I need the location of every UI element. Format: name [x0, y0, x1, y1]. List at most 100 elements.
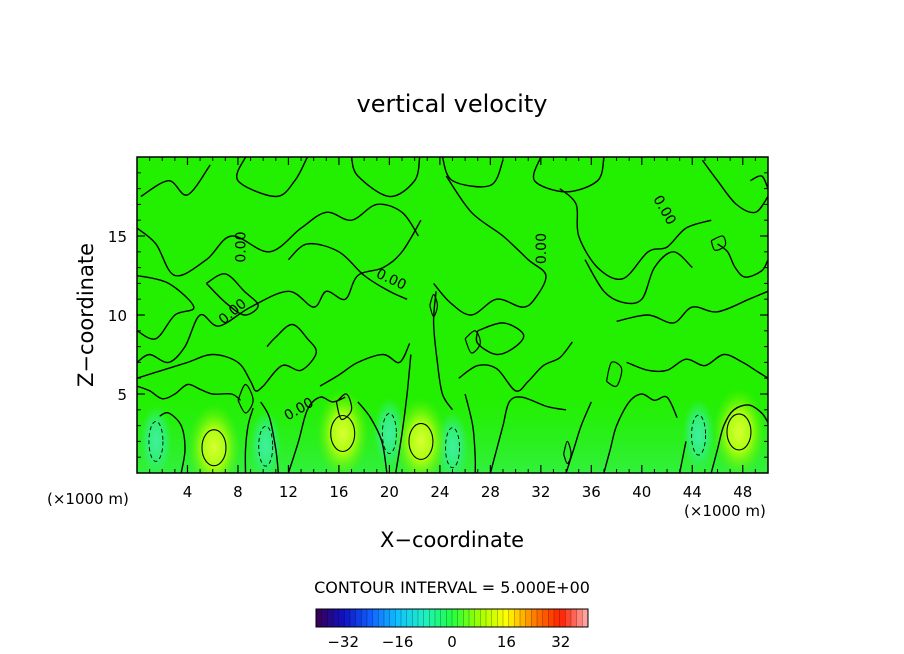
y-tick-label-0: 5 — [117, 386, 127, 404]
zero-contour-25 — [287, 396, 346, 473]
zero-contour-5 — [137, 203, 419, 277]
colorbar-segment-18 — [418, 609, 424, 627]
updraft-core-2 — [394, 397, 447, 473]
closed-contour-0 — [237, 383, 254, 414]
contour-interval-text: CONTOUR INTERVAL = 5.000E+00 — [314, 578, 590, 597]
x-axis-ticks: 4 8 12 16 20 24 28 32 36 40 44 48 — [149, 157, 756, 501]
colorbar-tick-label-4: 32 — [551, 633, 570, 651]
colorbar — [315, 609, 589, 627]
x-tick-label-11: 48 — [733, 483, 752, 501]
colorbar-segment-5 — [344, 609, 351, 627]
y-tick-label-2: 15 — [108, 228, 127, 246]
zero-contour-28 — [464, 393, 477, 473]
downdraft-core-1 — [249, 410, 282, 473]
updraft-contour-1 — [330, 414, 356, 453]
colorbar-segment-13 — [389, 609, 396, 627]
x-axis-label: X−coordinate — [380, 528, 524, 552]
colorbar-segment-16 — [406, 609, 413, 627]
zero-contour-34 — [159, 411, 186, 473]
zero-contour-7 — [137, 219, 422, 364]
colorbar-tick-label-0: −32 — [327, 633, 359, 651]
x-tick-label-1: 8 — [233, 483, 243, 501]
closed-contour-1 — [335, 393, 353, 421]
x-tick-label-6: 28 — [481, 483, 500, 501]
chart-title: vertical velocity — [357, 90, 548, 118]
updraft-contour-2 — [408, 422, 434, 460]
zero-contour-3 — [441, 157, 504, 188]
colorbar-segment-35 — [514, 609, 521, 627]
zero-contour-22 — [626, 353, 768, 379]
colorbar-segment-21 — [435, 609, 441, 627]
colorbar-segment-10 — [372, 609, 379, 627]
colorbar-segment-33 — [503, 609, 509, 627]
closed-contour-6 — [563, 440, 572, 465]
colorbar-segment-29 — [480, 609, 487, 627]
zero-contour-17 — [749, 175, 768, 189]
velocity-cores — [139, 387, 765, 473]
zero-contour-15 — [701, 159, 768, 214]
colorbar-tick-label-2: 0 — [447, 633, 457, 651]
zero-contour-23 — [137, 383, 241, 401]
zero-contour-29 — [489, 396, 567, 473]
downdraft-core-0 — [139, 405, 172, 473]
downdraft-core-4 — [682, 399, 715, 472]
closed-contour-4 — [710, 235, 727, 251]
zero-contour-35 — [244, 408, 254, 473]
colorbar-segment-37 — [525, 609, 532, 627]
x-tick-label-10: 44 — [683, 483, 702, 501]
colorbar-segment-17 — [412, 609, 419, 627]
colorbar-ticks: −32 −16 0 16 32 — [327, 633, 570, 651]
colorbar-segment-45 — [571, 609, 577, 627]
colorbar-segment-39 — [537, 609, 543, 627]
colorbar-segment-3 — [333, 609, 339, 627]
colorbar-segment-15 — [401, 609, 407, 627]
updraft-contour-3 — [726, 413, 752, 451]
x-unit-right: (×1000 m) — [684, 502, 766, 520]
contour-label-0: 0.00 — [234, 232, 250, 263]
colorbar-segment-2 — [327, 609, 334, 627]
zero-contour-33 — [710, 404, 768, 473]
downdraft-contour-1 — [258, 425, 274, 467]
zero-contour-20 — [432, 291, 454, 411]
updraft-core-3 — [712, 387, 765, 473]
colorbar-segment-12 — [384, 609, 390, 627]
y-axis-ticks: 5 10 15 — [108, 172, 768, 458]
colorbar-segment-6 — [350, 609, 356, 627]
colorbar-segment-47 — [582, 609, 589, 627]
zero-contour-0 — [140, 164, 211, 198]
zero-contour-14 — [616, 290, 768, 324]
x-tick-label-3: 16 — [329, 483, 348, 501]
colorbar-segment-25 — [457, 609, 464, 627]
colorbar-segment-28 — [474, 609, 481, 627]
colorbar-segment-14 — [395, 609, 402, 627]
colorbar-segment-9 — [367, 609, 373, 627]
x-tick-label-9: 40 — [632, 483, 651, 501]
colorbar-segment-44 — [565, 609, 572, 627]
colorbar-segment-34 — [508, 609, 515, 627]
downdraft-contour-4 — [691, 414, 707, 456]
colorbar-segment-4 — [338, 609, 345, 627]
colorbar-segment-22 — [440, 609, 447, 627]
closed-contour-5 — [429, 293, 439, 318]
x-tick-label-2: 12 — [279, 483, 298, 501]
closed-contour-3 — [464, 330, 481, 354]
zero-contour-31 — [603, 393, 678, 473]
colorbar-segment-23 — [446, 609, 453, 627]
closed-contour-2 — [605, 361, 623, 388]
updraft-contour-0 — [201, 429, 227, 467]
zero-contour-8 — [205, 273, 259, 316]
colorbar-segment-31 — [491, 609, 498, 627]
zero-contour-4 — [532, 157, 605, 193]
zero-contour-2 — [350, 157, 421, 198]
colorbar-segment-43 — [559, 609, 566, 627]
colorbar-segment-8 — [361, 609, 368, 627]
x-unit-left: (×1000 m) — [47, 490, 129, 508]
colorbar-segment-1 — [321, 609, 328, 627]
colorbar-segment-36 — [520, 609, 526, 627]
zero-contour-10 — [433, 175, 547, 316]
x-tick-label-7: 32 — [531, 483, 550, 501]
colorbar-segment-19 — [423, 609, 430, 627]
colorbar-segment-11 — [378, 609, 385, 627]
colorbar-segment-20 — [429, 609, 436, 627]
zero-contour-21 — [458, 341, 573, 392]
